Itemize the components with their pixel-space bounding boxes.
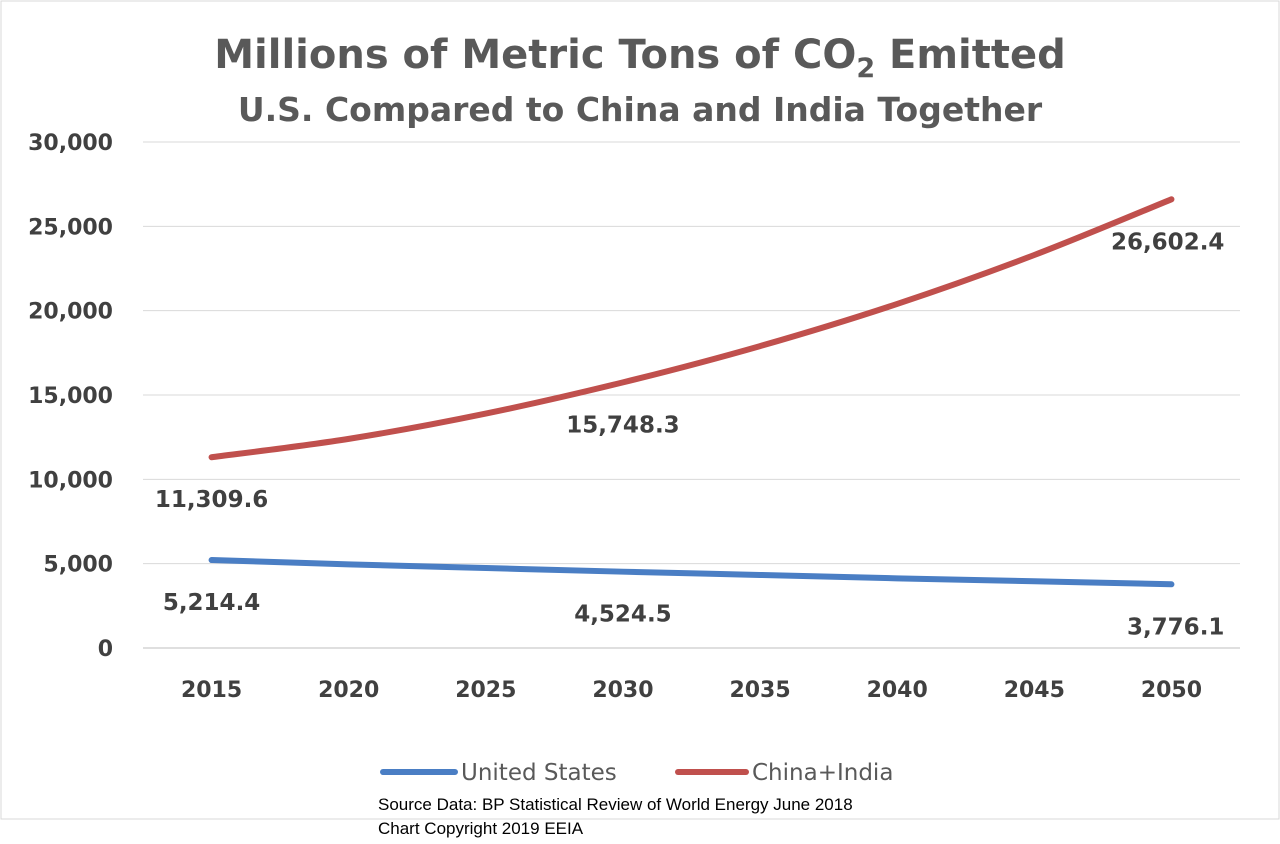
source-note: Source Data: BP Statistical Review of Wo… xyxy=(378,795,853,814)
y-tick-label: 10,000 xyxy=(28,468,113,493)
chart-subtitle: U.S. Compared to China and India Togethe… xyxy=(238,90,1043,129)
y-tick-label: 30,000 xyxy=(28,131,113,156)
x-tick-label: 2015 xyxy=(181,678,242,703)
series-lines xyxy=(208,196,1175,588)
legend-label-china-india: China+India xyxy=(752,760,893,786)
x-tick-label: 2025 xyxy=(455,678,516,703)
data-label-china-india: 11,309.6 xyxy=(155,487,269,513)
chart-border xyxy=(0,0,1280,820)
chart-title-suffix: Emitted xyxy=(875,32,1066,78)
data-label-china-india: 15,748.3 xyxy=(566,412,680,438)
x-tick-label: 2035 xyxy=(729,678,790,703)
y-tick-label: 20,000 xyxy=(28,300,113,325)
data-label-united-states: 4,524.5 xyxy=(574,602,672,628)
legend: United States China+India xyxy=(380,760,893,786)
x-tick-label: 2030 xyxy=(592,678,653,703)
data-labels: 5,214.4 4,524.5 3,776.1 11,309.6 15,748.3 26,… xyxy=(155,229,1225,640)
y-tick-label: 5,000 xyxy=(43,553,113,578)
y-tick-label: 0 xyxy=(98,637,113,662)
x-axis-tick-labels: 2015 2020 2025 2030 2035 2040 2045 2050 xyxy=(181,678,1202,703)
chart-title: Millions of Metric Tons of CO2 Emitted xyxy=(214,32,1066,84)
y-tick-label: 25,000 xyxy=(28,215,113,240)
legend-label-united-states: United States xyxy=(461,760,617,786)
data-label-united-states: 5,214.4 xyxy=(163,590,261,616)
chart-title-subscript: 2 xyxy=(856,53,875,84)
series-line-united-states xyxy=(208,557,1175,588)
chart-title-main: Millions of Metric Tons of CO xyxy=(214,32,856,78)
y-axis-tick-labels: 0 5,000 10,000 15,000 20,000 25,000 30,000 xyxy=(28,131,113,662)
data-label-china-india: 26,602.4 xyxy=(1111,229,1225,255)
y-tick-label: 15,000 xyxy=(28,384,113,409)
series-line-china-india xyxy=(208,196,1175,461)
x-tick-label: 2040 xyxy=(867,678,928,703)
copyright-note: Chart Copyright 2019 EEIA xyxy=(378,819,584,838)
x-tick-label: 2045 xyxy=(1004,678,1065,703)
x-tick-label: 2020 xyxy=(318,678,379,703)
data-label-united-states: 3,776.1 xyxy=(1127,614,1225,640)
x-tick-label: 2050 xyxy=(1141,678,1202,703)
